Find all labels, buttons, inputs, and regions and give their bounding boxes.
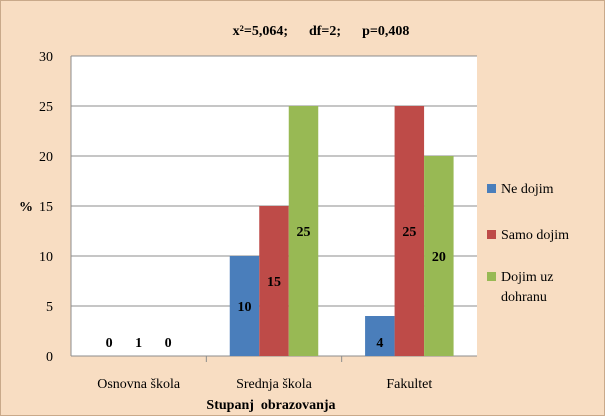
x-axis-title: Stupanj obrazovanja	[206, 398, 335, 413]
y-axis-title: %	[19, 200, 33, 215]
data-label: 20	[432, 250, 446, 265]
bar-samo-dojim-1	[259, 206, 289, 356]
chart-title: x²=5,064; df=2; p=0,408	[233, 24, 410, 39]
x-tick-label: Osnovna škola	[97, 377, 181, 392]
data-label: 10	[238, 300, 252, 315]
x-tick-labels: Osnovna škola Srednja škola Fakultet	[97, 377, 432, 392]
data-label: 15	[267, 275, 281, 290]
bar-dojim-uz-dohranu-2	[424, 156, 454, 356]
bar-dojim-uz-dohranu-1	[288, 106, 319, 356]
x-tick-label: Fakultet	[386, 377, 432, 392]
y-tick-label: 0	[46, 350, 53, 365]
x-tick-label: Srednja škola	[236, 377, 313, 392]
y-tick-label: 25	[39, 100, 53, 115]
legend-label: Dojim uz	[501, 270, 554, 285]
y-tick-label: 10	[39, 250, 53, 265]
y-tick-label: 20	[39, 150, 53, 165]
y-tick-labels: 0 5 10 15 20 25 30	[39, 50, 53, 365]
bar-samo-dojim-2	[394, 106, 425, 356]
legend: Ne dojim Samo dojim Dojim uz dohranu	[487, 182, 569, 305]
y-tick-label: 15	[39, 200, 53, 215]
data-label: 25	[297, 225, 311, 240]
data-label: 4	[376, 336, 383, 351]
data-label: 0	[165, 336, 172, 351]
y-tick-label: 30	[39, 50, 53, 65]
legend-swatch	[487, 272, 496, 281]
legend-label: dohranu	[501, 290, 547, 305]
legend-swatch	[487, 184, 496, 193]
legend-label: Ne dojim	[501, 182, 554, 197]
legend-swatch	[487, 230, 496, 239]
data-label: 0	[106, 336, 113, 351]
bar-ne-dojim-1	[229, 256, 260, 356]
bar-ne-dojim-2	[365, 316, 395, 356]
legend-label: Samo dojim	[501, 228, 569, 243]
y-tick-label: 5	[46, 300, 53, 315]
data-label: 25	[402, 225, 416, 240]
data-label: 1	[135, 336, 142, 351]
bars-layer	[229, 106, 454, 356]
